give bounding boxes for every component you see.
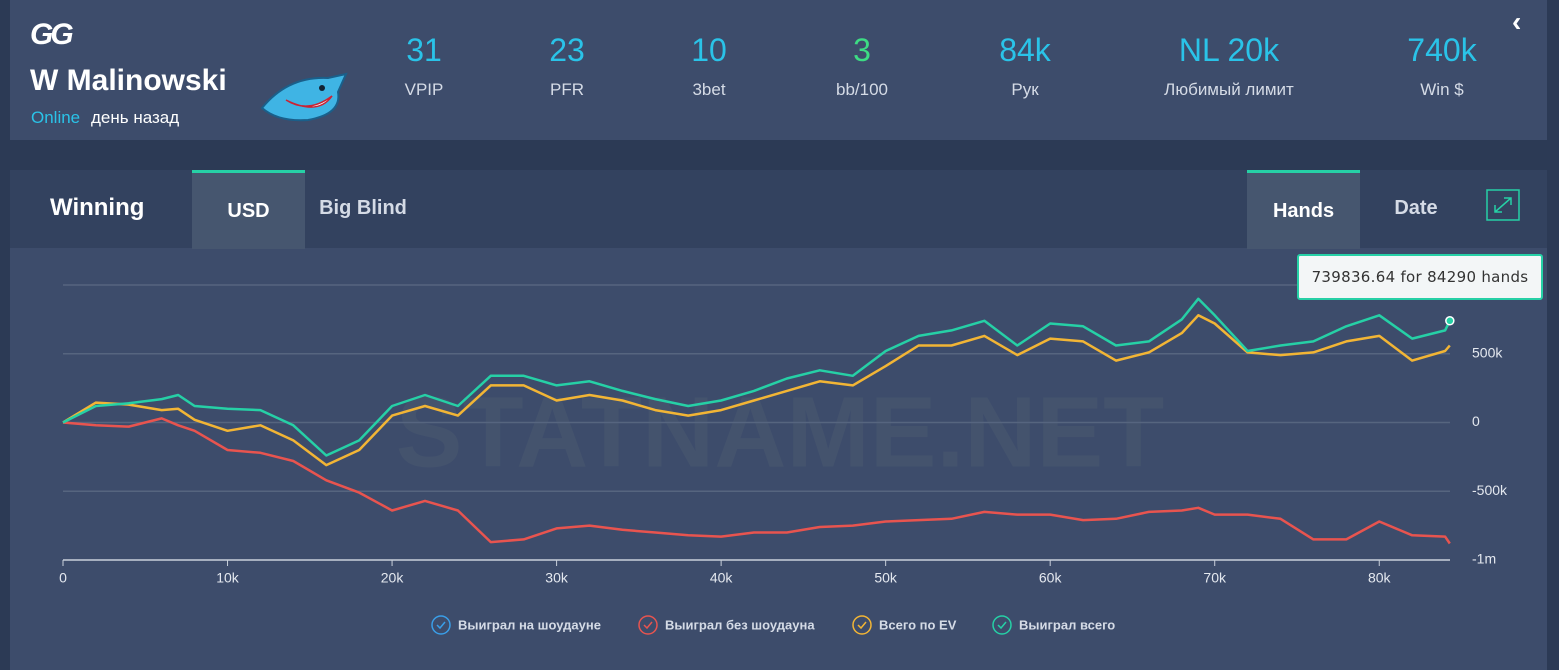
y-tick-label: 0 — [1472, 413, 1480, 429]
legend-item[interactable]: Выиграл всего — [992, 615, 1115, 635]
legend-check — [997, 621, 1007, 630]
stat-label: Win $ — [1420, 80, 1464, 99]
logo: GG — [30, 18, 74, 51]
chart-title: Winning — [50, 194, 145, 221]
x-tick-label: 60k — [1039, 570, 1063, 586]
x-tick-label: 30k — [545, 570, 569, 586]
stat-label: VPIP — [404, 80, 444, 99]
y-tick-label: 500k — [1472, 344, 1503, 360]
legend-label: Выиграл без шоудауна — [665, 617, 815, 632]
expand-button[interactable] — [1486, 189, 1520, 221]
stat-value: 3 — [853, 32, 871, 68]
stat-value: 740k — [1407, 32, 1477, 68]
stat-label: bb/100 — [836, 80, 888, 99]
legend-label: Всего по EV — [879, 617, 957, 632]
chart-card — [10, 170, 1547, 670]
stat-value: 10 — [691, 32, 727, 68]
legend-icon — [638, 615, 658, 635]
x-tick-label: 20k — [381, 570, 405, 586]
shark-icon — [260, 72, 348, 122]
stat-value: 23 — [549, 32, 585, 68]
legend-item[interactable]: Выиграл без шоудауна — [638, 615, 815, 635]
x-tick-label: 0 — [59, 570, 67, 586]
stat-value: 84k — [999, 32, 1051, 68]
series-line — [62, 314, 1451, 467]
x-tick-label: 50k — [874, 570, 898, 586]
status: Online — [31, 108, 81, 127]
stat-label: PFR — [550, 80, 584, 99]
legend-check — [436, 621, 446, 630]
stat-label: Любимый лимит — [1164, 80, 1294, 99]
legend-item[interactable]: Выиграл на шоудауне — [431, 615, 601, 635]
last-seen: день назад — [91, 108, 180, 127]
legend-icon — [852, 615, 872, 635]
legend-icon — [992, 615, 1012, 635]
legend-label: Выиграл на шоудауне — [458, 617, 601, 632]
x-tick-label: 80k — [1368, 570, 1392, 586]
player-name: W Malinowski — [30, 64, 227, 97]
x-tick-label: 70k — [1203, 570, 1227, 586]
stat-value: 31 — [406, 32, 442, 68]
legend-icon — [431, 615, 451, 635]
tab-usd[interactable]: USD — [192, 170, 305, 249]
tooltip: 739836.64 for 84290 hands — [1297, 254, 1543, 300]
tab-hands[interactable]: Hands — [1247, 170, 1360, 249]
hover-point — [1445, 316, 1455, 326]
x-tick-label: 10k — [216, 570, 240, 586]
stat-label: 3bet — [692, 80, 726, 99]
legend-label: Выиграл всего — [1019, 617, 1115, 632]
legend-item[interactable]: Всего по EV — [852, 615, 957, 635]
tab-bb[interactable]: Big Blind — [319, 197, 407, 219]
y-tick-label: -500k — [1472, 482, 1508, 498]
series-line — [62, 297, 1451, 457]
watermark: STATNAME.NET — [396, 376, 1164, 488]
back-button[interactable]: ‹ — [1512, 6, 1522, 37]
x-tick-label: 40k — [710, 570, 734, 586]
tab-date[interactable]: Date — [1394, 197, 1438, 219]
stat-value: NL 20k — [1178, 32, 1280, 68]
legend-check — [643, 621, 653, 630]
series-line — [62, 417, 1451, 545]
legend-check — [857, 621, 867, 630]
profile-card — [10, 0, 1547, 140]
y-tick-label: -1m — [1472, 551, 1496, 567]
stat-label: Рук — [1011, 80, 1039, 99]
